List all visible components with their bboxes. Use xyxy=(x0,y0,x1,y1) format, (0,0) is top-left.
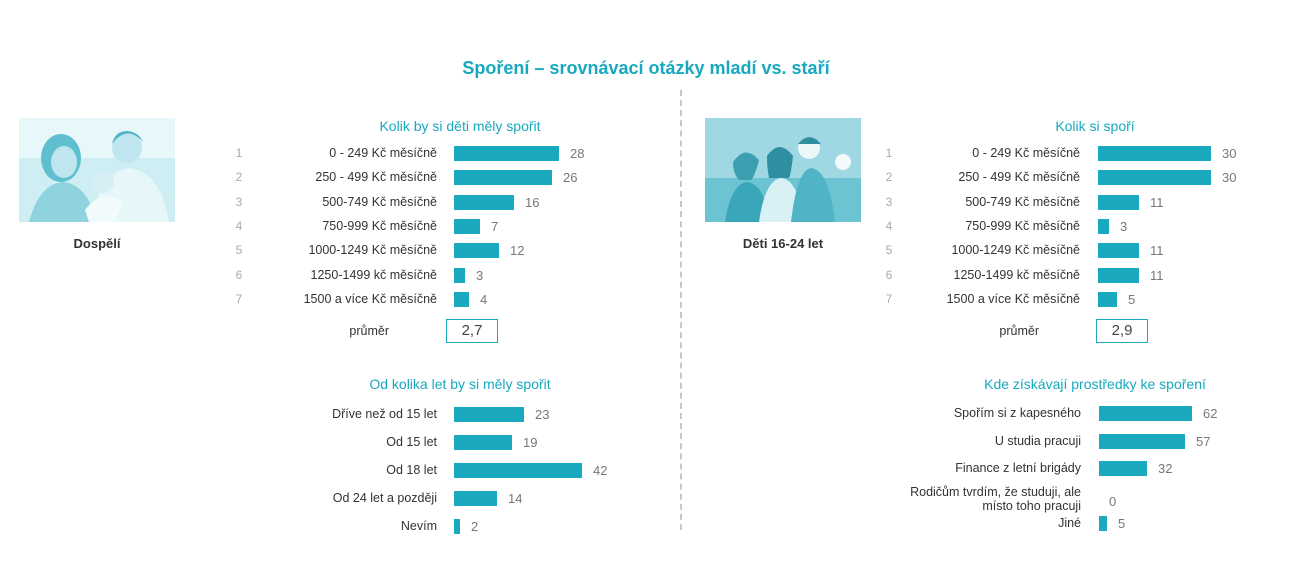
value-label: 62 xyxy=(1203,406,1218,421)
bar xyxy=(454,267,465,283)
category-label: U studia pracuji xyxy=(994,433,1081,448)
group-label-adults: Dospělí xyxy=(73,236,121,251)
average-label: průměr xyxy=(999,324,1039,338)
chart-title: Od kolika let by si měly spořit xyxy=(369,376,551,392)
bar xyxy=(1099,461,1147,476)
youth-photo xyxy=(705,118,861,222)
value-label: 30 xyxy=(1222,146,1237,161)
bar xyxy=(1098,291,1117,307)
value-label: 23 xyxy=(535,407,550,422)
category-label: 0 - 249 Kč měsíčně xyxy=(972,146,1080,160)
category-label: 1500 a více Kč měsíčně xyxy=(303,291,437,306)
chart-title: Kolik by si děti měly spořit xyxy=(379,118,541,134)
value-label: 30 xyxy=(1222,170,1237,186)
bar xyxy=(1098,243,1139,259)
group-label-youth: Děti 16-24 let xyxy=(742,236,824,251)
chart-title: Kde získávají prostředky ke spoření xyxy=(984,376,1206,392)
category-label: Dříve než od 15 let xyxy=(332,407,437,421)
category-label: 750-999 Kč měsíčně xyxy=(322,218,437,233)
adults-photo xyxy=(19,118,175,222)
bar xyxy=(454,519,460,534)
average-value: 2,9 xyxy=(1096,319,1148,343)
value-label: 5 xyxy=(1118,516,1126,531)
value-label: 57 xyxy=(1196,433,1211,449)
value-label: 4 xyxy=(480,291,488,307)
bar xyxy=(454,218,480,234)
value-label: 28 xyxy=(570,146,585,161)
bar xyxy=(1098,218,1109,234)
bar xyxy=(1099,433,1185,449)
bar xyxy=(454,435,512,450)
category-label: 1000-1249 Kč měsíčně xyxy=(951,243,1080,258)
rank-number: 4 xyxy=(885,218,893,233)
category-label: Spořím si z kapesného xyxy=(953,406,1081,420)
bar xyxy=(1098,146,1211,161)
category-label: Od 15 let xyxy=(386,435,437,449)
average-value: 2,7 xyxy=(446,319,498,343)
section-divider xyxy=(680,90,682,530)
category-label: 500-749 Kč měsíčně xyxy=(965,194,1080,209)
category-label: 250 - 499 Kč měsíčně xyxy=(958,170,1080,185)
category-label: Od 18 let xyxy=(386,463,437,477)
rank-number: 3 xyxy=(235,194,243,209)
rank-number: 6 xyxy=(885,267,893,282)
value-label: 19 xyxy=(523,435,538,450)
value-label: 5 xyxy=(1128,291,1136,307)
bar xyxy=(454,407,524,422)
value-label: 0 xyxy=(1109,493,1117,509)
page-title: Spoření – srovnávací otázky mladí vs. st… xyxy=(462,58,830,78)
bar xyxy=(454,463,582,478)
value-label: 3 xyxy=(1120,218,1128,234)
rank-number: 3 xyxy=(885,194,893,209)
rank-number: 6 xyxy=(235,267,243,282)
category-label: Nevím xyxy=(400,519,437,533)
rank-number: 1 xyxy=(235,146,243,160)
category-label: 250 - 499 Kč měsíčně xyxy=(315,170,437,185)
rank-number: 1 xyxy=(885,146,893,160)
value-label: 11 xyxy=(1150,194,1164,210)
bar xyxy=(454,491,497,506)
category-label: Rodičům tvrdím, že studuji, ale místo to… xyxy=(910,484,1081,513)
chart-title: Kolik si spoří xyxy=(1055,118,1135,134)
category-label: Od 24 let a později xyxy=(332,491,437,505)
value-label: 7 xyxy=(491,218,499,234)
rank-number: 7 xyxy=(235,291,243,306)
category-label: Jiné xyxy=(1058,516,1081,530)
average-label: průměr xyxy=(349,324,389,338)
rank-number: 5 xyxy=(885,243,893,258)
category-label: 1250-1499 kč měsíčně xyxy=(310,267,437,282)
category-label: 1250-1499 kč měsíčně xyxy=(953,267,1080,282)
value-label: 2 xyxy=(471,519,479,534)
bar xyxy=(1099,516,1107,531)
category-label: 1500 a více Kč měsíčně xyxy=(946,291,1080,306)
category-label: Finance z letní brigády xyxy=(955,461,1081,475)
value-label: 32 xyxy=(1158,461,1173,476)
bar xyxy=(454,194,514,210)
category-label: 1000-1249 Kč měsíčně xyxy=(308,243,437,258)
value-label: 26 xyxy=(563,170,578,186)
value-label: 3 xyxy=(476,267,484,283)
value-label: 14 xyxy=(508,491,523,506)
category-label: 750-999 Kč měsíčně xyxy=(965,218,1080,233)
rank-number: 2 xyxy=(885,170,893,185)
rank-number: 5 xyxy=(235,243,243,258)
bar xyxy=(1098,267,1139,283)
value-label: 42 xyxy=(593,463,608,478)
bar xyxy=(1098,170,1211,186)
category-label: 500-749 Kč měsíčně xyxy=(322,194,437,209)
bar xyxy=(1099,406,1192,421)
bar xyxy=(1098,194,1139,210)
bar xyxy=(454,291,469,307)
value-label: 12 xyxy=(510,243,525,259)
value-label: 11 xyxy=(1150,243,1164,259)
rank-number: 4 xyxy=(235,218,243,233)
bar xyxy=(454,146,559,161)
value-label: 11 xyxy=(1150,267,1164,283)
value-label: 16 xyxy=(525,194,540,210)
rank-number: 7 xyxy=(885,291,893,306)
category-label: 0 - 249 Kč měsíčně xyxy=(329,146,437,160)
bar xyxy=(454,243,499,259)
rank-number: 2 xyxy=(235,170,243,185)
bar xyxy=(454,170,552,186)
